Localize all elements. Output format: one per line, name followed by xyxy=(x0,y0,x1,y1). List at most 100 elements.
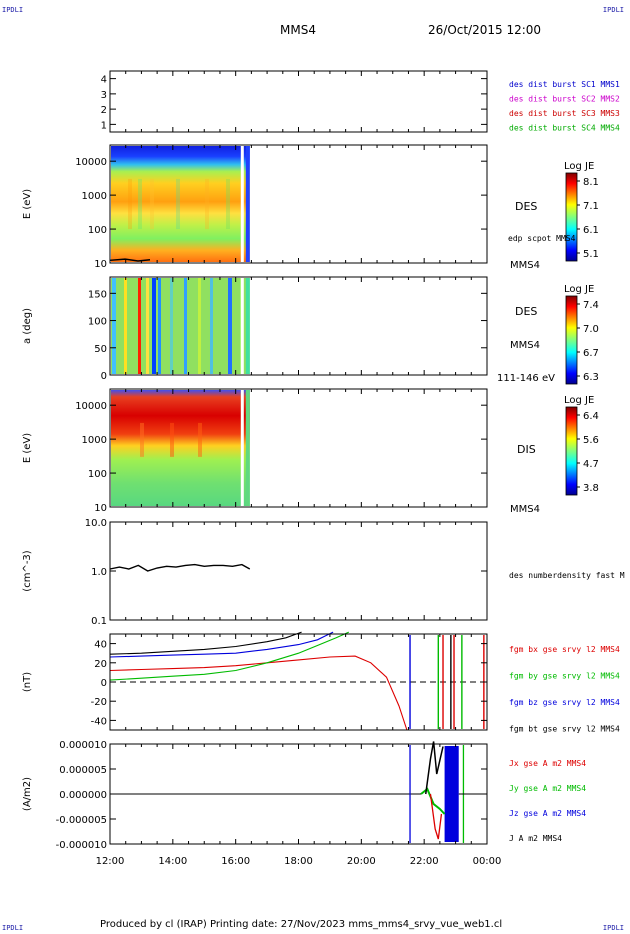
spectrogram-streak xyxy=(150,178,154,230)
panel-current-density: Jx gse A m2 MMS4 Jy gse A m2 MMS4 Jz gse A… xyxy=(22,740,586,867)
y-tick-label: 100 xyxy=(88,317,107,328)
y-tick-label: 0.000000 xyxy=(59,790,107,801)
colorbar xyxy=(565,295,578,385)
y-tick-label: 10 xyxy=(94,259,107,270)
legend-entry: fgm bz gse srvy l2 MMS4 xyxy=(509,698,620,707)
pitch-angle-band xyxy=(210,278,213,374)
current-trace xyxy=(424,741,444,795)
datetime-title: 26/Oct/2015 12:00 xyxy=(428,23,542,37)
pitch-angle-band xyxy=(146,278,149,374)
series-line xyxy=(109,631,302,655)
y-tick-label: 10.0 xyxy=(85,518,107,529)
panel-magnetic-field: fgm bx gse srvy l2 MMS4 fgm by gse srvy l… xyxy=(22,631,620,734)
y-tick-label: 1 xyxy=(101,120,107,131)
y-tick-label: 150 xyxy=(88,289,107,300)
current-trace xyxy=(429,793,443,840)
y-tick-label: -40 xyxy=(91,716,107,727)
corner-logo-top-right: IPDLI xyxy=(602,6,624,14)
overlay-label: edp scpot MMS4 xyxy=(508,234,576,243)
y-tick-label: 0.000005 xyxy=(59,765,107,776)
legend-entry: J A m2 MMS4 xyxy=(509,834,562,843)
legend-entry: fgm by gse srvy l2 MMS4 xyxy=(509,672,620,681)
y-tick-label: 100 xyxy=(88,469,107,480)
footer-credits: Produced by cl (IRAP) Printing date: 27/… xyxy=(100,919,503,930)
y-tick-label: 0.1 xyxy=(91,616,107,627)
scpot-trace xyxy=(109,258,151,262)
y-tick-label: 50 xyxy=(94,344,107,355)
pitch-angle-band xyxy=(124,278,127,374)
colorbar-tick-label: 6.4 xyxy=(583,411,599,422)
pitch-angle-band xyxy=(152,278,156,374)
y-tick-label: 1.0 xyxy=(91,567,107,578)
y-tick-label: 0.000010 xyxy=(59,740,107,751)
spacecraft-label: MMS4 xyxy=(510,504,540,515)
instrument-label: DIS xyxy=(517,443,536,456)
x-tick-label: 12:00 xyxy=(96,856,125,867)
spacecraft-label: MMS4 xyxy=(510,340,540,351)
colorbar-tick-label: 6.7 xyxy=(583,348,599,359)
colorbar-tick-label: 7.1 xyxy=(583,201,599,212)
x-tick-label: 22:00 xyxy=(410,856,439,867)
colorbar-tick-label: 5.6 xyxy=(583,435,599,446)
x-tick-label: 20:00 xyxy=(347,856,376,867)
panel-dis-energy-spectrogram: 10 100 1000 10000 E (eV) Log JE 6.4 5.6 4.7 3.8 DI… xyxy=(22,388,599,515)
colorbar-tick-label: 4.7 xyxy=(583,459,599,470)
corner-logo-top-left: IPDLI xyxy=(2,6,24,14)
field-ylabel: (nT) xyxy=(22,672,33,692)
pitch-angle-band xyxy=(138,278,141,374)
spectrogram-streak xyxy=(205,178,209,230)
y-tick-label: 0 xyxy=(101,371,107,382)
y-tick-label: 10000 xyxy=(75,401,107,412)
x-tick-label: 14:00 xyxy=(158,856,187,867)
colorbar-tick-label: 6.1 xyxy=(583,225,599,236)
panel-electron-density: des numberdensity fast M 0.1 1.0 10.0 (cm^-3… xyxy=(22,518,625,627)
y-tick-label: 20 xyxy=(94,659,107,670)
legend-entry: Jy gse A m2 MMS4 xyxy=(509,784,586,793)
colorbar-tick-label: 6.3 xyxy=(583,372,599,383)
colorbar-tick-label: 5.1 xyxy=(583,249,599,260)
pitch-angle-band xyxy=(158,278,161,374)
pitch-angle-ylabel: a (deg) xyxy=(22,308,33,344)
spectrogram-fill xyxy=(111,146,250,262)
colorbar-tick-label: 7.0 xyxy=(583,324,599,335)
y-tick-label: 0 xyxy=(101,678,107,689)
colorbar-tick-label: 8.1 xyxy=(583,177,599,188)
current-ylabel: (A/m2) xyxy=(22,777,33,811)
series-line xyxy=(109,631,350,681)
y-tick-label: 4 xyxy=(101,75,107,86)
legend-entry: des numberdensity fast M xyxy=(509,571,625,580)
series-line xyxy=(109,631,334,658)
pitch-angle-band xyxy=(170,278,173,374)
pitch-angle-band xyxy=(198,278,201,374)
legend-entry: Jx gse A m2 MMS4 xyxy=(509,759,586,768)
data-gap xyxy=(240,278,244,374)
colorbar-title: Log JE xyxy=(564,395,594,406)
spectrogram-streak xyxy=(198,422,202,457)
corner-logo-bottom-right: IPDLI xyxy=(602,924,624,932)
corner-logo-bottom-left: IPDLI xyxy=(2,924,24,932)
data-gap xyxy=(240,146,244,262)
colorbar-title: Log JE xyxy=(564,161,594,172)
spacecraft-title: MMS4 xyxy=(280,23,316,37)
pitch-angle-fill xyxy=(111,278,250,374)
current-burst xyxy=(444,746,459,842)
pitch-angle-band xyxy=(112,278,116,374)
series-line xyxy=(109,655,408,731)
panel-frame xyxy=(109,70,488,133)
y-tick-label: 10000 xyxy=(75,157,107,168)
x-tick-label: 16:00 xyxy=(221,856,250,867)
y-tick-label: 1000 xyxy=(82,191,107,202)
colorbar xyxy=(565,406,578,496)
instrument-label: DES xyxy=(515,200,537,213)
panel-frame xyxy=(109,521,488,621)
spectrogram-streak xyxy=(226,178,230,230)
panel-des-energy-spectrogram: 10 100 1000 10000 E (eV) Log JE 8.1 7.1 6.1 5.1 DE… xyxy=(22,144,599,271)
y-tick-label: 40 xyxy=(94,640,107,651)
colorbar-tick-label: 3.8 xyxy=(583,483,599,494)
x-tick-label: 00:00 xyxy=(473,856,502,867)
spectrogram-fill xyxy=(111,390,250,506)
spectrogram-streak xyxy=(176,178,180,230)
legend-entry: des dist burst SC2 MMS2 xyxy=(509,95,620,104)
des-energy-ylabel: E (eV) xyxy=(22,189,33,219)
legend-entry: des dist burst SC1 MMS1 xyxy=(509,80,620,89)
